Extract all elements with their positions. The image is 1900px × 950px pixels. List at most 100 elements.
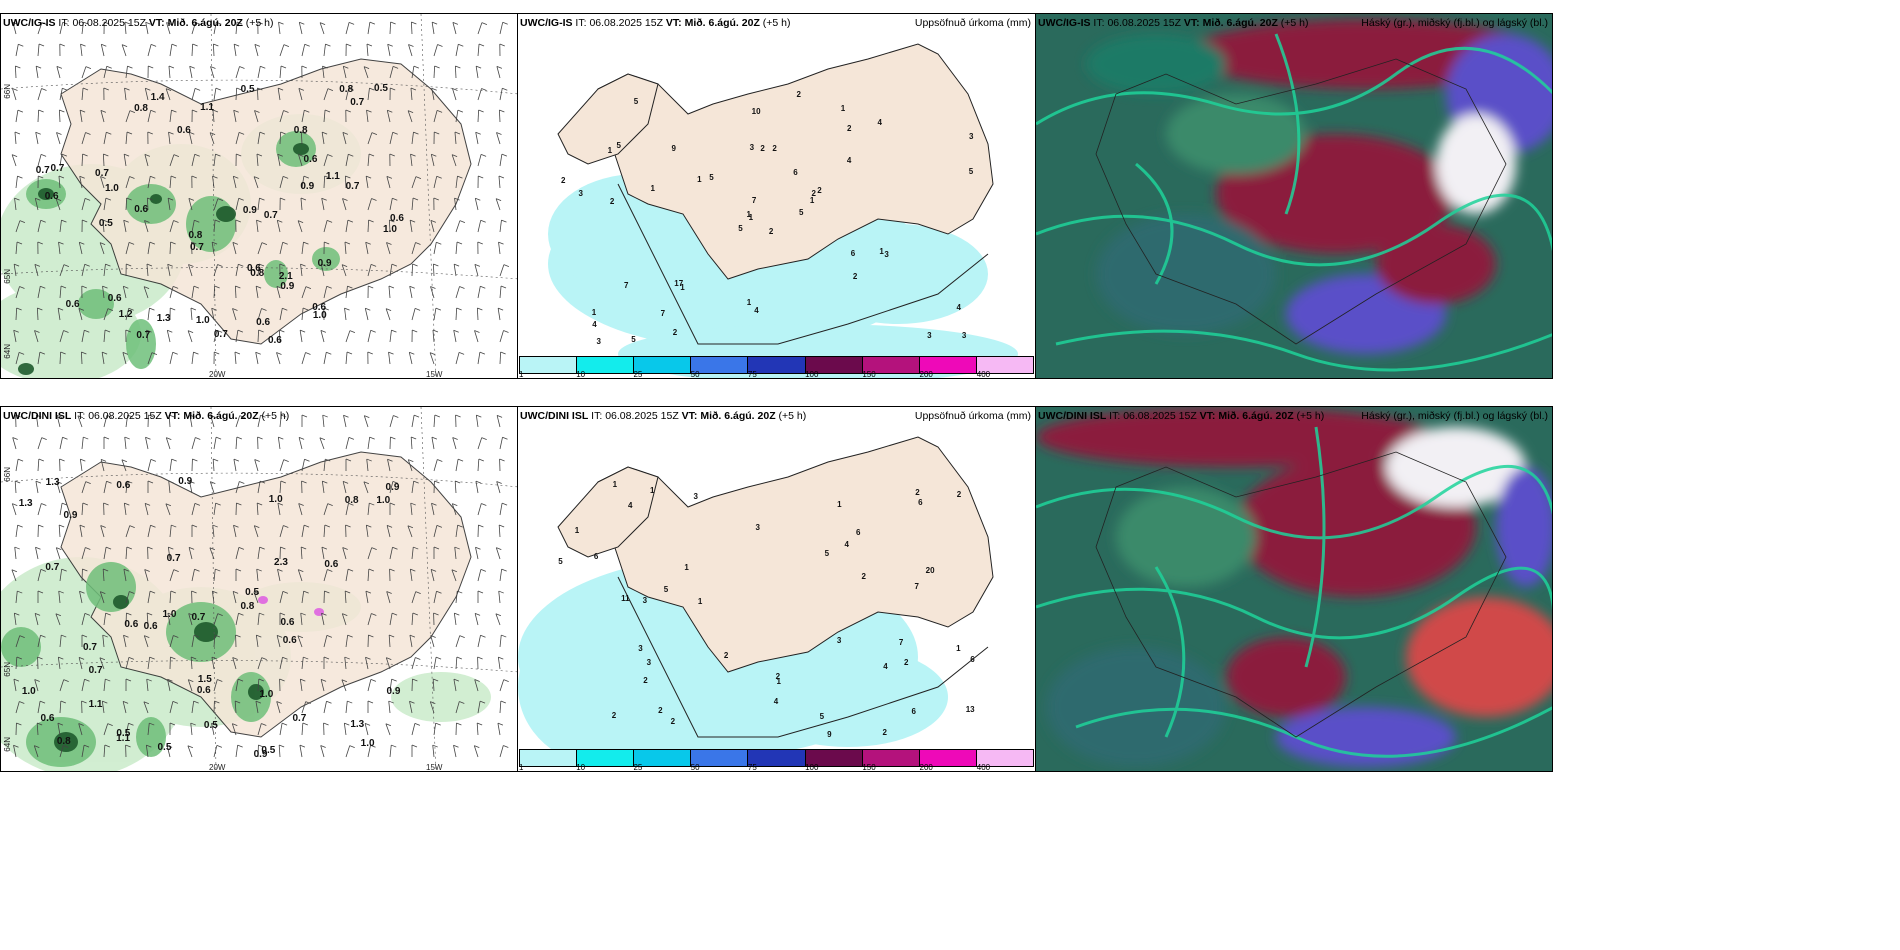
precip-accum-label: 4 [627,501,633,511]
precip-value-label: 1.1 [200,102,214,114]
precip-accum-label: 1 [649,485,655,495]
precip-value-label: 0.6 [267,335,282,347]
lon-label: 15W [426,763,443,772]
wind-map [1,407,517,771]
precip-value-label: 0.5 [245,586,260,598]
precip-accum-label: 6 [593,552,599,562]
precip-accum-label: 5 [709,173,714,183]
precip-value-label: 1.3 [156,312,171,324]
lat-label: 66N [517,69,519,84]
precip-value-label: 1.1 [325,171,340,183]
precip-accum-label: 1 [697,597,703,607]
precip-accum-label: 1 [746,297,752,307]
precip-value-label: 0.6 [65,299,80,311]
precip-value-label: 0.7 [83,642,97,654]
cloud-map [1036,407,1552,771]
lat-label: 66N [3,467,12,482]
colorbar-ticks: 1 10 25 50 75 100 150 200 400 [519,370,1034,379]
precip-accum-label: 5 [824,549,830,559]
precip-accum-label: 4 [773,696,779,706]
precip-value-label: 0.9 [385,482,400,494]
precip-value-label: 1.0 [376,494,391,506]
colorbar-tick-label: 400 [976,370,991,379]
wind-panel-dini-isl: UWC/DINI ISL IT: 06.08.2025 15Z VT: Mið.… [0,406,518,772]
precip-accum-label: 3 [749,143,755,153]
precip-accum-label: 5 [798,208,804,218]
precip-accum-label: 4 [846,155,852,165]
colorbar-tick-label: 1 [519,763,524,772]
colorbar-tick-label: 150 [862,763,876,772]
precip-value-label: 1.1 [116,733,131,744]
precip-accum-label: 1 [746,210,751,220]
precip-accum-label: 2 [817,186,822,196]
precip-value-label: 0.6 [256,317,271,329]
precip-accum-label: 7 [914,582,919,592]
colorbar-segment [691,749,749,767]
lat-label: 65N [517,652,519,667]
precip-value-label: 1.3 [45,477,60,489]
precip-value-label: 1.0 [312,309,327,321]
precip-accum-label: 2 [775,671,781,681]
colorbar-segment [577,356,635,374]
cloud-map [1036,14,1552,378]
precip-accum-label: 1 [840,103,846,113]
precip-accum-label: 1 [591,308,597,318]
precip-value-label: 0.5 [157,742,172,754]
precip-value-label: 0.7 [88,664,103,676]
precip-accum-label: 5 [738,224,743,234]
precip-accum-label: 1 [776,677,781,686]
panel-title: UWC/DINI ISL IT: 06.08.2025 15Z VT: Mið.… [1038,410,1325,422]
colorbar-segment [805,749,863,767]
precip-accum-label: 5 [819,711,825,721]
precip-value-label: 1.0 [162,609,177,621]
colorbar-tick-label: 200 [919,763,933,772]
colorbar-segment [634,356,692,374]
precip-accum-label: 4 [592,320,597,330]
precip-accum-label: 5 [968,166,974,176]
precip-value-label: 0.6 [312,301,327,313]
precip-accum-label: 1 [574,526,580,536]
precip-accum-label: 3 [578,189,583,199]
wind-panel-ig-is: UWC/IG-IS IT: 06.08.2025 15Z VT: Mið. 6.… [0,13,518,379]
precip-accum-label: 3 [884,250,889,260]
precip-colorbar [519,749,1034,767]
precip-value-label: 0.8 [339,84,354,96]
precip-accum-label: 9 [671,144,676,154]
precip-value-label: 0.6 [176,124,191,136]
precip-value-label: 0.9 [253,748,268,760]
precip-accum-label: 7 [624,281,629,291]
precip-accum-label: 5 [663,585,669,595]
precip-value-label: 0.9 [300,180,315,192]
panel-title: UWC/DINI ISL IT: 06.08.2025 15Z VT: Mið.… [3,410,290,422]
colorbar-segment [748,749,806,767]
precip-value-label: 0.8 [188,229,203,241]
lat-label: 66N [3,84,12,99]
precip-accum-label: 6 [911,707,916,717]
colorbar-tick-label: 100 [805,763,819,772]
precip-map [518,407,1035,771]
precip-value-label: 0.6 [282,634,297,646]
precip-accum-label: 1 [956,643,961,653]
precip-accum-label: 4 [754,306,759,316]
precip-value-label: 0.6 [196,685,211,697]
precip-accum-label: 2 [882,728,887,738]
cloud-panel-ig-is: UWC/IG-IS IT: 06.08.2025 15Z VT: Mið. 6.… [1035,13,1553,379]
precip-accum-label: 2 [658,706,663,716]
precip-value-label: 0.8 [134,103,148,115]
precip-accum-label: 3 [693,491,698,501]
precip-accum-label: 2 [609,197,615,207]
precip-accum-label: 2 [760,144,765,154]
colorbar-segment [862,356,920,374]
precip-accum-label: 6 [850,248,856,258]
precip-value-label: 0.6 [44,191,59,203]
precip-value-label: 0.7 [166,553,181,565]
precip-accum-label: 1 [650,184,655,194]
precip-accum-label: 7 [898,637,904,647]
precip-panel-dini-isl: UWC/DINI ISL IT: 06.08.2025 15Z VT: Mið.… [517,406,1036,772]
precip-value-label: 0.9 [178,476,193,488]
precip-accum-label: 2 [846,124,852,134]
precip-value-label: 0.8 [250,267,265,279]
precip-accum-label: 2 [915,487,920,497]
precip-value-label: 0.6 [143,620,158,632]
precip-accum-label: 2 [561,175,566,185]
